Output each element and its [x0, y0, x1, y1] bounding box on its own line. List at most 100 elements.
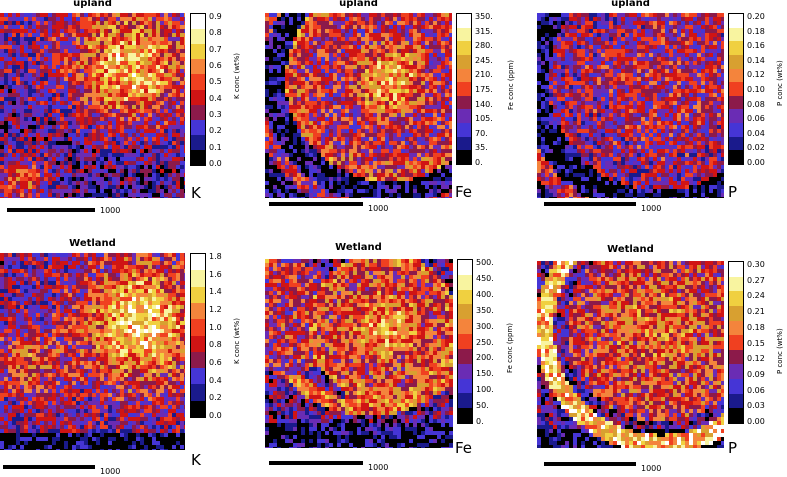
colorbar-swatch	[729, 378, 743, 394]
colorbar-swatch	[457, 136, 471, 151]
colorbar-tick-label: 1.0	[209, 322, 222, 332]
colorbar-swatch	[457, 149, 471, 164]
colorbar-tick-label: 100.	[476, 385, 494, 395]
colorbar-swatch	[729, 95, 743, 110]
colorbar-tick-label: 0.	[476, 417, 484, 426]
colorbar-swatch	[457, 27, 471, 42]
colorbar-tick-label: 315.	[475, 26, 493, 36]
colorbar-swatch	[191, 335, 205, 352]
scale-bar	[269, 202, 363, 206]
colorbar-tick-label: 0.27	[747, 275, 765, 285]
colorbar-swatch	[191, 104, 205, 120]
colorbar-swatch	[729, 122, 743, 137]
panel-title: Wetland	[607, 244, 654, 255]
colorbar-swatch	[729, 407, 743, 423]
colorbar-tick-label: 0.8	[209, 340, 222, 350]
colorbar-swatch	[729, 334, 743, 350]
colorbar-swatch	[458, 378, 472, 394]
colorbar-swatch	[729, 393, 743, 409]
colorbar-tick-label: 350.	[475, 12, 493, 21]
colorbar-tick-label: 150.	[476, 369, 494, 379]
colorbar-tick-label: 280.	[475, 41, 493, 51]
colorbar-tick-label: 1.6	[209, 269, 222, 279]
colorbar-unit-label: K conc (wt%)	[233, 52, 241, 99]
colorbar-swatch	[729, 81, 743, 96]
scale-bar-label: 1000	[100, 467, 121, 476]
colorbar-tick-label: 500.	[476, 258, 494, 267]
colorbar-tick-label: 450.	[476, 273, 494, 283]
colorbar-swatch	[729, 261, 743, 277]
concentration-map	[537, 261, 724, 448]
colorbar-swatch	[458, 333, 472, 349]
concentration-map	[265, 259, 453, 448]
colorbar-swatch	[191, 253, 205, 271]
colorbar-swatch	[457, 81, 471, 96]
scale-bar-label: 1000	[641, 204, 662, 213]
scale-bar-label: 1000	[368, 204, 389, 213]
colorbar-tick-label: 0.16	[747, 41, 765, 51]
colorbar	[190, 13, 206, 166]
colorbar-swatch	[458, 363, 472, 379]
colorbar-swatch	[457, 13, 471, 28]
element-label: K	[191, 184, 201, 202]
colorbar-swatch	[458, 274, 472, 290]
colorbar-tick-label: 0.15	[747, 338, 765, 348]
colorbar-unit-label: Fe conc (ppm)	[506, 323, 514, 373]
colorbar-tick-label: 0.12	[747, 354, 765, 364]
element-label: P	[728, 183, 738, 201]
colorbar-swatch	[191, 269, 205, 287]
colorbar-tick-label: 35.	[475, 143, 488, 153]
colorbar-unit-label: P conc (wt%)	[776, 328, 784, 374]
element-label: Fe	[455, 439, 473, 457]
scale-bar-label: 1000	[641, 464, 662, 473]
colorbar-swatch	[729, 27, 743, 42]
colorbar-swatch	[191, 73, 205, 90]
map-image	[0, 253, 185, 450]
colorbar-tick-label: 0.	[475, 158, 483, 167]
concentration-map	[0, 253, 185, 450]
colorbar-swatch	[729, 349, 743, 365]
element-label: K	[191, 451, 201, 469]
scale-bar	[544, 202, 636, 206]
colorbar-tick-label: 0.18	[747, 322, 765, 332]
colorbar-swatch	[729, 68, 743, 83]
scale-bar	[544, 462, 636, 466]
colorbar-swatch	[457, 40, 471, 55]
colorbar-swatch	[729, 363, 743, 380]
colorbar-tick-label: 0.03	[747, 401, 765, 411]
colorbar-tick-label: 105.	[475, 114, 493, 124]
scale-bar	[3, 465, 95, 469]
colorbar-tick-label: 1.2	[209, 305, 222, 314]
colorbar-swatch	[729, 40, 743, 55]
colorbar	[457, 259, 473, 424]
colorbar	[190, 253, 206, 418]
panel-title: Wetland	[335, 242, 382, 253]
colorbar-tick-label: 0.0	[209, 159, 222, 168]
colorbar-unit-label: Fe conc (ppm)	[507, 60, 515, 110]
map-image	[537, 13, 724, 198]
colorbar	[728, 261, 744, 424]
colorbar-swatch	[191, 119, 205, 135]
colorbar-swatch	[191, 318, 205, 336]
colorbar-tick-label: 175.	[475, 85, 493, 94]
map-image	[265, 259, 453, 448]
scale-bar	[269, 461, 363, 465]
colorbar-tick-label: 0.10	[747, 85, 765, 94]
colorbar-swatch	[191, 43, 205, 60]
colorbar-swatch	[458, 318, 472, 335]
colorbar-tick-label: 0.14	[747, 55, 765, 65]
colorbar-tick-label: 1.8	[209, 252, 222, 261]
colorbar-swatch	[729, 136, 743, 151]
colorbar-swatch	[457, 95, 471, 110]
panel-title: upland	[73, 0, 112, 9]
colorbar-tick-label: 400.	[476, 289, 494, 299]
concentration-map	[0, 13, 185, 198]
colorbar-swatch	[457, 54, 471, 69]
colorbar-tick-label: 0.24	[747, 291, 765, 301]
colorbar-tick-label: 0.6	[209, 358, 222, 367]
colorbar-tick-label: 0.9	[209, 12, 222, 21]
colorbar-tick-label: 245.	[475, 55, 493, 65]
colorbar-tick-label: 200.	[476, 353, 494, 363]
colorbar-swatch	[191, 367, 205, 385]
colorbar-tick-label: 0.00	[747, 158, 765, 167]
